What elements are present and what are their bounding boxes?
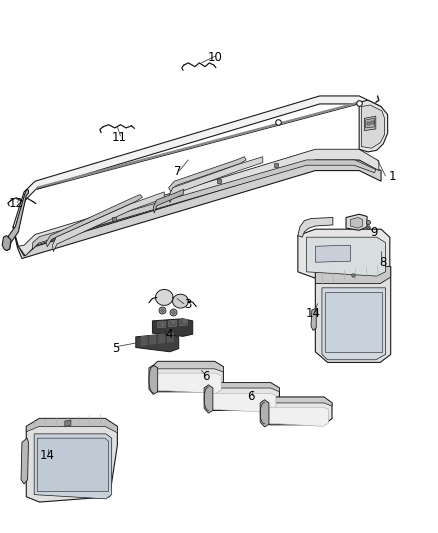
Polygon shape — [37, 438, 109, 491]
Polygon shape — [307, 237, 385, 276]
Text: 7: 7 — [173, 165, 181, 178]
Polygon shape — [46, 195, 142, 247]
Text: 14: 14 — [40, 449, 55, 462]
Polygon shape — [180, 319, 187, 326]
Polygon shape — [159, 334, 165, 343]
Polygon shape — [269, 407, 328, 426]
Polygon shape — [366, 118, 374, 128]
Polygon shape — [13, 96, 381, 235]
Polygon shape — [298, 229, 390, 280]
Polygon shape — [150, 335, 156, 344]
Polygon shape — [149, 365, 158, 394]
Text: 6: 6 — [202, 370, 210, 383]
Polygon shape — [156, 290, 172, 304]
Polygon shape — [26, 418, 117, 502]
Polygon shape — [364, 116, 376, 131]
Polygon shape — [157, 373, 221, 393]
Text: 1: 1 — [388, 171, 396, 183]
Polygon shape — [207, 383, 279, 392]
Polygon shape — [169, 320, 177, 327]
Polygon shape — [350, 217, 363, 228]
Text: 6: 6 — [247, 390, 254, 403]
Polygon shape — [207, 383, 279, 410]
Polygon shape — [2, 236, 11, 251]
Polygon shape — [151, 361, 223, 392]
Text: 10: 10 — [208, 51, 223, 63]
Polygon shape — [322, 288, 385, 360]
Polygon shape — [141, 336, 147, 345]
Polygon shape — [298, 217, 333, 237]
Polygon shape — [65, 420, 71, 426]
Polygon shape — [152, 319, 193, 336]
Polygon shape — [371, 121, 374, 124]
Polygon shape — [53, 192, 164, 252]
Polygon shape — [204, 385, 213, 413]
Polygon shape — [7, 189, 28, 251]
Polygon shape — [158, 321, 166, 328]
Polygon shape — [260, 400, 269, 427]
Polygon shape — [169, 157, 263, 203]
Polygon shape — [311, 308, 316, 330]
Text: 8: 8 — [380, 256, 387, 269]
Polygon shape — [361, 105, 385, 148]
Polygon shape — [13, 160, 381, 259]
Text: 14: 14 — [306, 307, 321, 320]
Text: 12: 12 — [8, 197, 23, 210]
Text: 11: 11 — [112, 131, 127, 144]
Polygon shape — [359, 100, 388, 152]
Text: 9: 9 — [371, 227, 378, 239]
Polygon shape — [153, 189, 184, 213]
Text: 3: 3 — [184, 298, 191, 311]
Polygon shape — [263, 397, 332, 425]
Polygon shape — [263, 397, 332, 406]
Polygon shape — [173, 295, 187, 307]
Polygon shape — [325, 292, 382, 352]
Polygon shape — [315, 245, 350, 262]
Polygon shape — [167, 333, 173, 342]
Polygon shape — [136, 334, 179, 352]
Polygon shape — [32, 160, 376, 249]
Polygon shape — [315, 266, 391, 284]
Polygon shape — [169, 157, 246, 192]
Text: 4: 4 — [165, 328, 173, 341]
Polygon shape — [34, 434, 112, 499]
Polygon shape — [21, 438, 28, 484]
Polygon shape — [346, 214, 367, 230]
Polygon shape — [18, 149, 379, 256]
Text: 5: 5 — [113, 342, 120, 354]
Polygon shape — [212, 393, 276, 413]
Polygon shape — [26, 418, 117, 433]
Polygon shape — [367, 122, 370, 125]
Polygon shape — [315, 266, 391, 362]
Polygon shape — [151, 361, 223, 372]
